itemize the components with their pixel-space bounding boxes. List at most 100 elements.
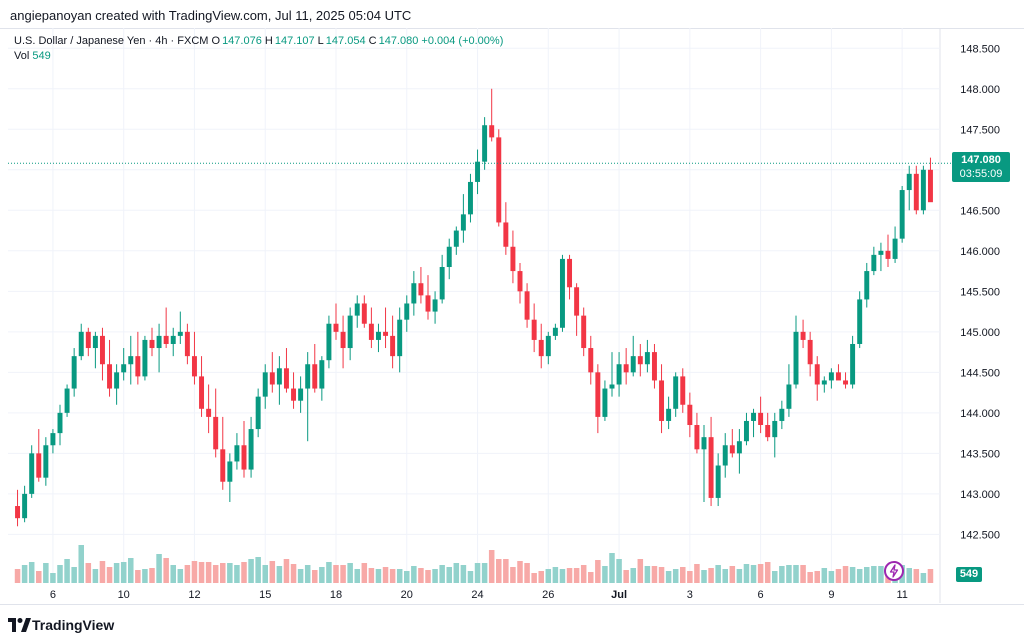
candle-body[interactable] — [588, 348, 594, 373]
candle-body[interactable] — [885, 250, 891, 259]
candle-body[interactable] — [170, 335, 176, 344]
candle-body[interactable] — [673, 376, 679, 409]
candle-body[interactable] — [255, 396, 261, 430]
candle-body[interactable] — [453, 230, 459, 247]
candle-body[interactable] — [538, 339, 544, 357]
candle-body[interactable] — [687, 404, 693, 426]
candle-body[interactable] — [729, 445, 735, 454]
candle-body[interactable] — [475, 161, 481, 182]
candle-body[interactable] — [92, 335, 98, 349]
tradingview-logo-icon[interactable] — [8, 618, 32, 632]
candle-body[interactable] — [227, 461, 233, 482]
candle-body[interactable] — [184, 331, 190, 357]
candle-body[interactable] — [807, 339, 813, 365]
candle-body[interactable] — [828, 372, 834, 381]
candle-body[interactable] — [432, 299, 438, 312]
candle-body[interactable] — [121, 364, 127, 373]
candle-body[interactable] — [602, 388, 608, 417]
candle-body[interactable] — [644, 352, 650, 365]
candle-body[interactable] — [482, 125, 488, 162]
candle-body[interactable] — [57, 412, 63, 434]
candle-body[interactable] — [850, 343, 856, 385]
candle-body[interactable] — [22, 493, 28, 519]
candle-body[interactable] — [765, 425, 771, 438]
candle-body[interactable] — [595, 372, 601, 417]
candle-body[interactable] — [64, 388, 70, 413]
candle-body[interactable] — [347, 315, 353, 349]
symbol-label[interactable]: U.S. Dollar / Japanese Yen · 4h · FXCM — [14, 35, 209, 47]
candle-body[interactable] — [298, 388, 304, 401]
candle-body[interactable] — [283, 368, 289, 389]
candle-body[interactable] — [404, 303, 410, 320]
candle-body[interactable] — [517, 271, 523, 292]
candle-body[interactable] — [269, 372, 275, 385]
candle-body[interactable] — [425, 295, 431, 312]
candle-body[interactable] — [467, 181, 473, 215]
candle-body[interactable] — [567, 258, 573, 288]
candle-body[interactable] — [71, 356, 77, 389]
candle-body[interactable] — [390, 335, 396, 357]
candle-body[interactable] — [43, 445, 49, 478]
candle-body[interactable] — [333, 323, 339, 332]
candle-body[interactable] — [758, 412, 764, 426]
candle-body[interactable] — [142, 339, 148, 377]
candle-body[interactable] — [920, 169, 926, 211]
candle-body[interactable] — [446, 246, 452, 268]
candle-body[interactable] — [623, 364, 629, 373]
candle-body[interactable] — [107, 364, 113, 389]
candle-body[interactable] — [864, 271, 870, 300]
candle-body[interactable] — [177, 331, 183, 336]
candle-body[interactable] — [843, 380, 849, 385]
candle-body[interactable] — [368, 323, 374, 340]
candle-body[interactable] — [156, 335, 162, 349]
candle-body[interactable] — [291, 388, 297, 401]
candle-body[interactable] — [616, 364, 622, 385]
candle-body[interactable] — [552, 327, 558, 336]
candle-body[interactable] — [383, 331, 389, 336]
candle-body[interactable] — [694, 425, 700, 450]
candle-body[interactable] — [701, 437, 707, 450]
candle-body[interactable] — [581, 315, 587, 349]
candle-body[interactable] — [248, 429, 254, 470]
candle-body[interactable] — [262, 372, 268, 397]
candle-body[interactable] — [163, 335, 169, 344]
candle-body[interactable] — [15, 506, 21, 519]
candle-body[interactable] — [722, 445, 728, 466]
brand-name[interactable]: TradingView — [32, 617, 115, 633]
candle-body[interactable] — [878, 250, 884, 255]
candle-body[interactable] — [199, 376, 205, 409]
candle-body[interactable] — [793, 331, 799, 385]
candle-body[interactable] — [340, 331, 346, 349]
candle-body[interactable] — [715, 465, 721, 498]
candle-body[interactable] — [821, 380, 827, 385]
candle-body[interactable] — [906, 173, 912, 191]
candle-body[interactable] — [637, 356, 643, 365]
candle-body[interactable] — [743, 420, 749, 442]
candle-body[interactable] — [354, 303, 360, 316]
candle-body[interactable] — [460, 214, 466, 231]
candlestick-chart[interactable]: 148.500148.000147.500147.000146.500146.0… — [0, 28, 1024, 603]
candle-body[interactable] — [531, 319, 537, 340]
candle-body[interactable] — [871, 254, 877, 272]
candle-body[interactable] — [510, 246, 516, 272]
candle-body[interactable] — [609, 384, 615, 389]
candle-body[interactable] — [835, 372, 841, 381]
candle-body[interactable] — [751, 412, 757, 421]
candle-body[interactable] — [786, 384, 792, 409]
candle-body[interactable] — [114, 372, 120, 389]
candle-body[interactable] — [411, 283, 417, 304]
candle-body[interactable] — [305, 364, 311, 389]
candle-body[interactable] — [149, 339, 155, 349]
candle-body[interactable] — [85, 331, 91, 349]
candle-body[interactable] — [375, 331, 381, 340]
candle-body[interactable] — [220, 449, 226, 482]
candle-body[interactable] — [135, 356, 141, 377]
candle-body[interactable] — [36, 453, 42, 478]
candle-body[interactable] — [800, 331, 806, 340]
candle-body[interactable] — [680, 376, 686, 405]
candle-body[interactable] — [574, 287, 580, 316]
candle-body[interactable] — [814, 364, 820, 385]
candle-body[interactable] — [78, 331, 84, 357]
candle-body[interactable] — [361, 303, 367, 324]
candle-body[interactable] — [630, 356, 636, 373]
